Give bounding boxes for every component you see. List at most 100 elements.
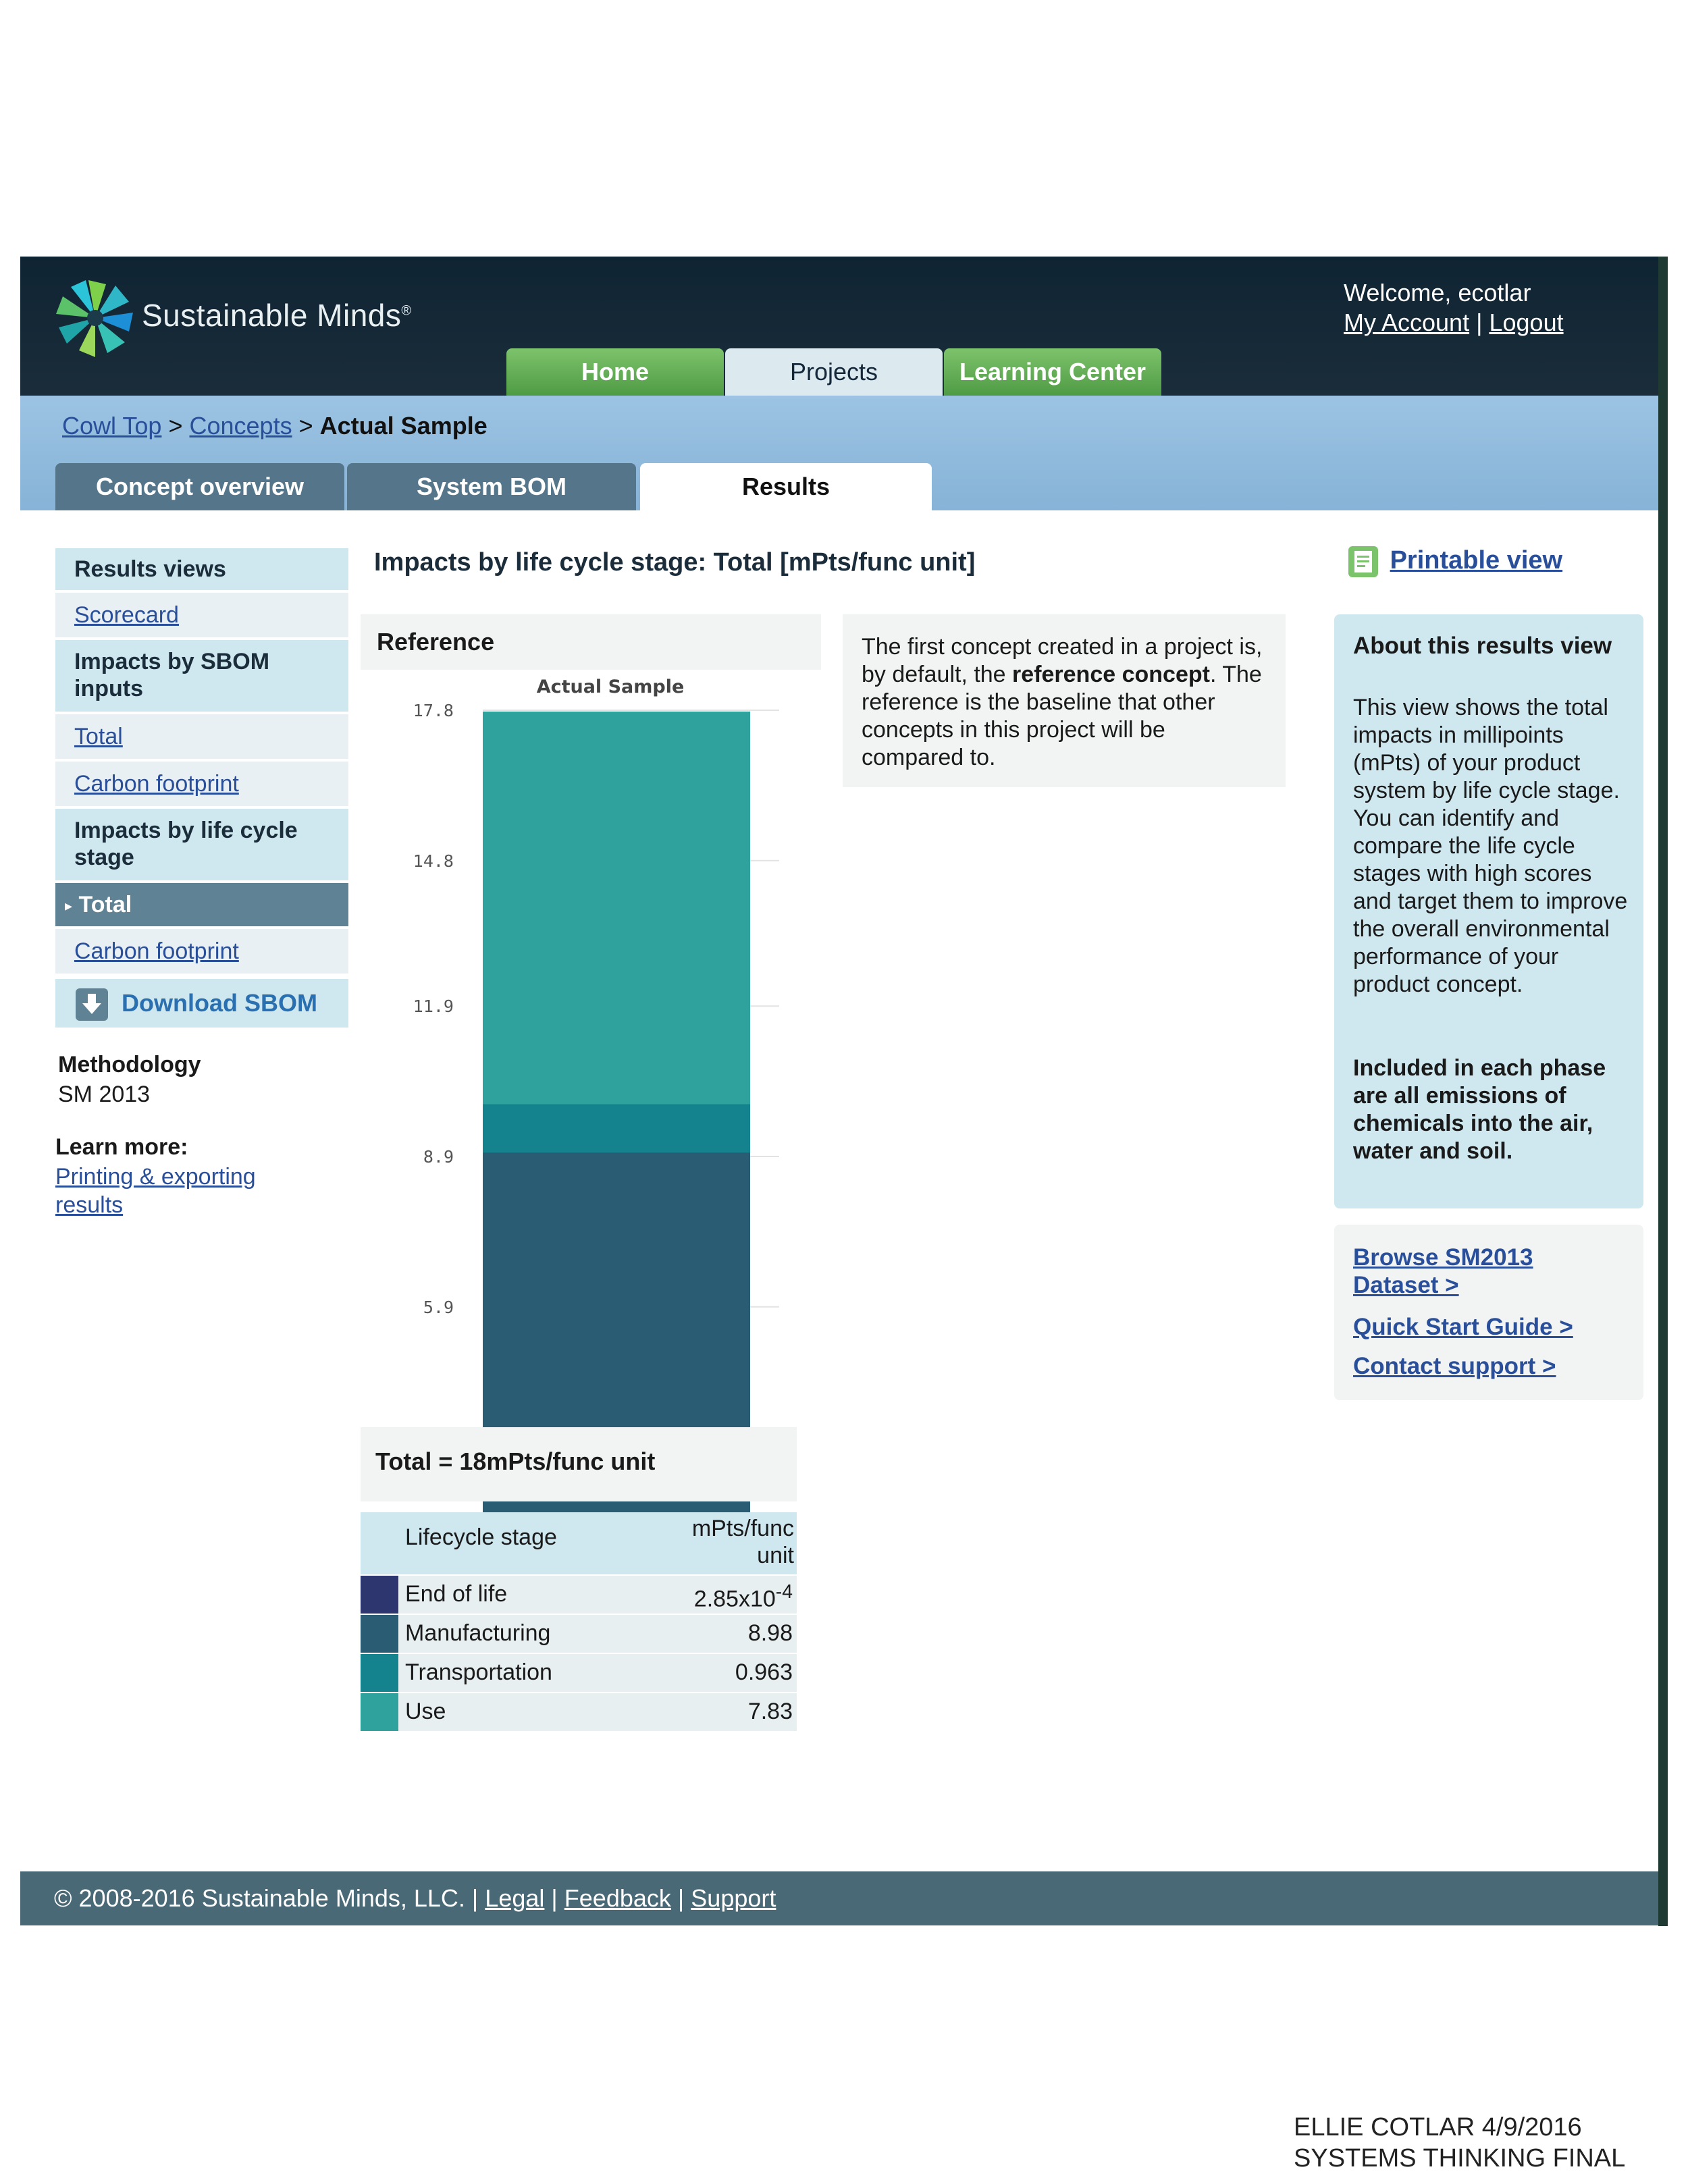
- app-header: Sustainable Minds® Welcome, ecotlar My A…: [20, 257, 1658, 396]
- stage-value: 8.98: [747, 1620, 793, 1646]
- breadcrumb: Cowl Top > Concepts > Actual Sample: [62, 412, 487, 440]
- help-links-box: Browse SM2013 Dataset > Quick Start Guid…: [1334, 1225, 1643, 1400]
- methodology-label: Methodology: [58, 1052, 201, 1077]
- page-title: Impacts by life cycle stage: Total [mPts…: [374, 548, 976, 577]
- browse-dataset-link[interactable]: Browse SM2013 Dataset >: [1353, 1244, 1533, 1298]
- author-annotation: ELLIE COTLAR 4/9/2016 SYSTEMS THINKING F…: [1294, 2112, 1625, 2174]
- stage-name: Manufacturing: [405, 1620, 551, 1646]
- logout-link[interactable]: Logout: [1489, 309, 1564, 336]
- copyright-text: © 2008-2016 Sustainable Minds, LLC.: [54, 1884, 465, 1912]
- my-account-link[interactable]: My Account: [1344, 309, 1470, 336]
- chart-title: Actual Sample: [537, 676, 685, 697]
- sidebar-item-label[interactable]: Carbon footprint: [74, 938, 239, 964]
- separator: |: [1476, 309, 1483, 336]
- stage-value-base: 2.85x10: [693, 1586, 776, 1612]
- tab-system-bom[interactable]: System BOM: [347, 463, 636, 510]
- stage-name: End of life: [405, 1581, 508, 1607]
- footer: © 2008-2016 Sustainable Minds, LLC. | Le…: [20, 1871, 1658, 1925]
- stage-value: 7.83: [747, 1699, 793, 1724]
- about-results-box: About this results view This view shows …: [1334, 614, 1643, 1208]
- sidebar-heading-impacts-lcs: Impacts by life cycle stage: [55, 809, 348, 880]
- app-window: Sustainable Minds® Welcome, ecotlar My A…: [20, 257, 1668, 1926]
- contact-support-link[interactable]: Contact support >: [1353, 1353, 1556, 1379]
- reference-text-part: . The reference is the baseline that oth…: [862, 662, 1262, 770]
- y-tick-label: 5.9: [423, 1298, 454, 1317]
- sidebar-item-lcs-carbon[interactable]: Carbon footprint: [55, 929, 348, 974]
- annotation-line: SYSTEMS THINKING FINAL: [1294, 2144, 1626, 2173]
- column-header-value: mPts/func unit: [691, 1516, 794, 1568]
- sidebar-item-sbom-total[interactable]: Total: [55, 714, 348, 759]
- document-icon: [1348, 546, 1378, 577]
- legend-swatch: [361, 1693, 398, 1731]
- bar-segment-transportation[interactable]: [483, 1104, 750, 1153]
- about-body: This view shows the total impacts in mil…: [1353, 695, 1628, 997]
- tab-results[interactable]: Results: [640, 463, 932, 510]
- stage-name: Use: [405, 1699, 446, 1724]
- sidebar-item-lcs-total[interactable]: ▸ Total: [55, 883, 348, 926]
- annotation-line: ELLIE COTLAR 4/9/2016: [1294, 2113, 1582, 2141]
- total-summary: Total = 18mPts/func unit: [375, 1447, 656, 1475]
- stage-value-exponent: -4: [775, 1581, 793, 1603]
- nav-tab-home[interactable]: Home: [506, 348, 724, 396]
- printable-view-link[interactable]: Printable view: [1390, 546, 1563, 575]
- stage-value: 2.85x10-4: [694, 1581, 793, 1612]
- breadcrumb-cowl-top[interactable]: Cowl Top: [62, 412, 162, 440]
- table-row: Transportation 0.963: [361, 1654, 797, 1693]
- y-tick-label: 17.8: [413, 701, 454, 720]
- nav-tab-learning-center[interactable]: Learning Center: [944, 348, 1161, 396]
- sidebar-item-label[interactable]: Total: [74, 724, 123, 749]
- stage-name: Transportation: [405, 1659, 552, 1685]
- reference-info-box: The first concept created in a project i…: [843, 614, 1286, 787]
- y-tick-label: 14.8: [413, 851, 454, 871]
- legend-swatch: [361, 1654, 398, 1692]
- stage-value: 0.963: [735, 1659, 793, 1685]
- sidebar-item-sbom-carbon[interactable]: Carbon footprint: [55, 762, 348, 806]
- legend-swatch: [361, 1615, 398, 1653]
- about-emphasis: Included in each phase are all emissions…: [1353, 1055, 1606, 1164]
- reference-header: Reference: [361, 614, 821, 670]
- printable-view-area: Printable view: [1348, 545, 1562, 578]
- y-tick-label: 8.9: [423, 1147, 454, 1167]
- reference-text-bold: reference concept: [1012, 662, 1210, 687]
- quick-start-link[interactable]: Quick Start Guide >: [1353, 1314, 1573, 1340]
- sidebar-item-label: Total: [78, 892, 132, 917]
- sidebar-heading-results-views: Results views: [55, 548, 348, 590]
- sidebar-item-scorecard[interactable]: Scorecard: [55, 593, 348, 637]
- total-summary-box: Total = 18mPts/func unit: [361, 1427, 797, 1501]
- separator: |: [551, 1884, 558, 1912]
- download-sbom-label: Download SBOM: [122, 989, 318, 1017]
- learn-more-label: Learn more:: [55, 1134, 188, 1160]
- support-link[interactable]: Support: [691, 1884, 776, 1912]
- nav-tab-projects[interactable]: Projects: [725, 348, 943, 396]
- lifecycle-stage-table: Lifecycle stage mPts/func unit End of li…: [361, 1512, 797, 1732]
- bar-segment-use[interactable]: [483, 711, 750, 1104]
- reference-text-part: The first concept created in a project i…: [862, 634, 1263, 687]
- legend-swatch: [361, 1576, 398, 1614]
- sidebar-item-label[interactable]: Scorecard: [74, 602, 179, 628]
- breadcrumb-band: Cowl Top > Concepts > Actual Sample Conc…: [20, 396, 1658, 510]
- column-header-stage: Lifecycle stage: [405, 1524, 557, 1550]
- breadcrumb-concepts[interactable]: Concepts: [189, 412, 292, 440]
- sidebar-heading-impacts-sbom: Impacts by SBOM inputs: [55, 640, 348, 712]
- breadcrumb-current: Actual Sample: [319, 412, 487, 440]
- printing-exporting-link[interactable]: Printing & exporting results: [55, 1164, 256, 1218]
- feedback-link[interactable]: Feedback: [564, 1884, 671, 1912]
- legal-link[interactable]: Legal: [485, 1884, 545, 1912]
- caret-right-icon: ▸: [65, 897, 73, 915]
- breadcrumb-separator: >: [298, 412, 313, 440]
- reference-info-text: The first concept created in a project i…: [862, 633, 1271, 772]
- breadcrumb-separator: >: [168, 412, 183, 440]
- brand-name: Sustainable Minds®: [142, 298, 412, 333]
- reference-label: Reference: [377, 628, 495, 656]
- table-row: End of life 2.85x10-4: [361, 1576, 797, 1615]
- tab-concept-overview[interactable]: Concept overview: [55, 463, 344, 510]
- methodology-value: SM 2013: [58, 1082, 151, 1107]
- download-sbom-button[interactable]: Download SBOM: [55, 979, 348, 1028]
- separator: |: [471, 1884, 479, 1912]
- welcome-text: Welcome, ecotlar: [1344, 279, 1531, 307]
- separator: |: [677, 1884, 685, 1912]
- welcome-area: Welcome, ecotlar My Account | Logout: [1344, 278, 1564, 338]
- table-header: Lifecycle stage mPts/func unit: [361, 1512, 797, 1576]
- sidebar-item-label[interactable]: Carbon footprint: [74, 771, 239, 797]
- sustainable-minds-logo-icon: [56, 280, 133, 357]
